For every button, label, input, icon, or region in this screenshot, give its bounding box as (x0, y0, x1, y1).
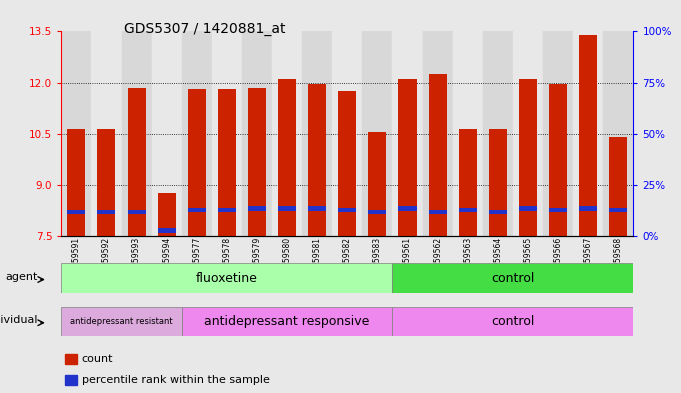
Bar (67, 210, 85, 214)
Text: antidepressant responsive: antidepressant responsive (204, 315, 370, 328)
Bar (603, 31, 633, 236)
Bar (67, 129, 85, 236)
Bar (398, 79, 417, 236)
Bar (609, 137, 627, 236)
Bar (188, 208, 206, 213)
Text: count: count (82, 354, 113, 364)
Bar (392, 307, 633, 336)
Text: GDS5307 / 1420881_at: GDS5307 / 1420881_at (123, 22, 285, 36)
Bar (519, 79, 537, 236)
Bar (459, 208, 477, 213)
Bar (152, 31, 182, 236)
Bar (338, 208, 356, 213)
Bar (453, 31, 483, 236)
Bar (459, 129, 477, 236)
Text: agent: agent (5, 272, 38, 281)
Bar (97, 210, 116, 214)
Bar (127, 210, 146, 214)
Bar (513, 31, 543, 236)
Bar (332, 31, 362, 236)
Bar (549, 208, 567, 213)
Bar (278, 79, 296, 236)
Bar (91, 31, 121, 236)
Bar (423, 31, 453, 236)
Bar (338, 91, 356, 236)
Bar (428, 210, 447, 214)
Bar (218, 208, 236, 213)
Bar (308, 84, 326, 236)
Bar (392, 31, 423, 236)
Bar (188, 89, 206, 236)
Text: percentile rank within the sample: percentile rank within the sample (82, 375, 270, 386)
Bar (368, 132, 386, 236)
Bar (483, 31, 513, 236)
Bar (212, 31, 242, 236)
Text: individual: individual (0, 315, 38, 325)
Bar (392, 263, 633, 293)
Bar (549, 84, 567, 236)
Bar (519, 206, 537, 211)
Bar (398, 206, 417, 211)
Bar (157, 193, 176, 236)
Bar (489, 129, 507, 236)
Bar (218, 89, 236, 236)
Bar (579, 35, 597, 236)
Bar (242, 31, 272, 236)
Bar (127, 88, 146, 236)
Bar (61, 263, 392, 293)
Bar (489, 210, 507, 214)
Bar (272, 31, 302, 236)
Bar (157, 228, 176, 233)
Bar (428, 74, 447, 236)
Bar (278, 206, 296, 211)
Bar (182, 307, 392, 336)
Bar (97, 129, 116, 236)
Bar (368, 210, 386, 214)
Bar (61, 307, 182, 336)
Bar (248, 88, 266, 236)
Bar (302, 31, 332, 236)
Text: control: control (491, 315, 535, 328)
Bar (609, 208, 627, 213)
Bar (248, 206, 266, 211)
Bar (308, 206, 326, 211)
Bar (543, 31, 573, 236)
Bar (182, 31, 212, 236)
Bar (579, 206, 597, 211)
Bar (573, 31, 603, 236)
Bar (362, 31, 392, 236)
Text: control: control (491, 272, 535, 285)
Bar (61, 31, 91, 236)
Text: fluoxetine: fluoxetine (196, 272, 258, 285)
Text: antidepressant resistant: antidepressant resistant (70, 317, 173, 326)
Bar (121, 31, 152, 236)
